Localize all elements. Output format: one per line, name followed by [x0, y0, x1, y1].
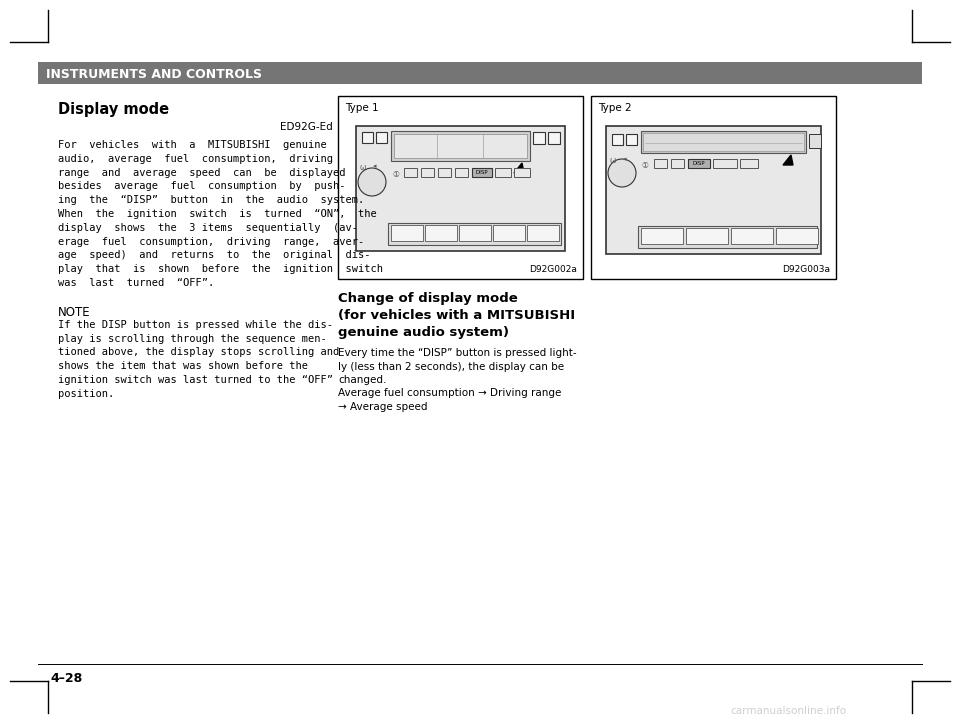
- Bar: [527, 225, 559, 241]
- Bar: [713, 159, 737, 168]
- Text: → Average speed: → Average speed: [338, 402, 427, 412]
- Bar: [514, 168, 530, 177]
- Text: range  and  average  speed  can  be  displayed: range and average speed can be displayed: [58, 168, 346, 178]
- Bar: [356, 126, 565, 251]
- Text: Display mode: Display mode: [58, 102, 169, 117]
- Bar: [654, 159, 667, 168]
- Bar: [731, 228, 773, 244]
- Text: ignition switch was last turned to the “OFF”: ignition switch was last turned to the “…: [58, 375, 333, 385]
- Bar: [438, 168, 451, 177]
- Polygon shape: [783, 155, 793, 165]
- Text: erage  fuel  consumption,  driving  range,  aver-: erage fuel consumption, driving range, a…: [58, 236, 364, 247]
- Polygon shape: [514, 163, 524, 173]
- Bar: [421, 168, 434, 177]
- Text: ω: ω: [360, 163, 367, 172]
- Bar: [388, 223, 561, 245]
- Bar: [459, 225, 491, 241]
- Text: Type 2: Type 2: [598, 103, 632, 113]
- Bar: [641, 131, 806, 153]
- Bar: [612, 134, 623, 145]
- Text: audio,  average  fuel  consumption,  driving: audio, average fuel consumption, driving: [58, 154, 333, 164]
- Text: ◂: ◂: [623, 156, 627, 162]
- Bar: [391, 225, 423, 241]
- Text: genuine audio system): genuine audio system): [338, 326, 509, 339]
- Bar: [686, 228, 728, 244]
- Text: changed.: changed.: [338, 375, 386, 385]
- Text: ①: ①: [641, 161, 648, 170]
- Text: D92G003a: D92G003a: [782, 265, 830, 274]
- Text: (for vehicles with a MITSUBISHI: (for vehicles with a MITSUBISHI: [338, 309, 575, 322]
- Bar: [495, 168, 511, 177]
- Bar: [809, 134, 821, 148]
- Bar: [641, 228, 683, 244]
- Text: play is scrolling through the sequence men-: play is scrolling through the sequence m…: [58, 333, 326, 343]
- Text: 4–28: 4–28: [50, 672, 83, 685]
- Bar: [472, 168, 492, 177]
- Text: When  the  ignition  switch  is  turned  “ON”,  the: When the ignition switch is turned “ON”,…: [58, 209, 376, 219]
- Text: DISP: DISP: [693, 161, 706, 166]
- Text: besides  average  fuel  consumption  by  push-: besides average fuel consumption by push…: [58, 181, 346, 192]
- Text: ◂: ◂: [373, 163, 376, 169]
- Text: Type 1: Type 1: [345, 103, 378, 113]
- Bar: [740, 159, 758, 168]
- Bar: [638, 226, 817, 248]
- Text: carmanualsonline.info: carmanualsonline.info: [730, 706, 846, 716]
- Bar: [338, 96, 583, 279]
- Bar: [391, 131, 530, 161]
- Text: Average fuel consumption → Driving range: Average fuel consumption → Driving range: [338, 388, 562, 398]
- Bar: [425, 225, 457, 241]
- Bar: [643, 133, 804, 151]
- Circle shape: [358, 168, 386, 196]
- Text: NOTE: NOTE: [58, 306, 90, 319]
- Bar: [376, 132, 387, 143]
- Text: ly (less than 2 seconds), the display can be: ly (less than 2 seconds), the display ca…: [338, 362, 564, 372]
- Bar: [626, 134, 637, 145]
- Bar: [455, 168, 468, 177]
- Text: age  speed)  and  returns  to  the  original  dis-: age speed) and returns to the original d…: [58, 250, 371, 260]
- Bar: [404, 168, 417, 177]
- Text: position.: position.: [58, 389, 114, 399]
- Bar: [606, 126, 821, 254]
- Circle shape: [608, 159, 636, 187]
- Bar: [548, 132, 560, 144]
- Text: D92G002a: D92G002a: [529, 265, 577, 274]
- Text: ①: ①: [392, 170, 398, 179]
- Text: ED92G-Ed: ED92G-Ed: [280, 122, 333, 132]
- Bar: [394, 134, 527, 158]
- Text: shows the item that was shown before the: shows the item that was shown before the: [58, 362, 308, 371]
- Text: Change of display mode: Change of display mode: [338, 292, 517, 305]
- Text: For  vehicles  with  a  MITSUBISHI  genuine: For vehicles with a MITSUBISHI genuine: [58, 140, 326, 150]
- Bar: [776, 228, 818, 244]
- Bar: [493, 225, 525, 241]
- Bar: [38, 62, 922, 84]
- Bar: [671, 159, 684, 168]
- Bar: [591, 96, 836, 279]
- Text: DISP: DISP: [476, 170, 489, 175]
- Text: tioned above, the display stops scrolling and: tioned above, the display stops scrollin…: [58, 347, 339, 357]
- Text: If the DISP button is pressed while the dis-: If the DISP button is pressed while the …: [58, 320, 333, 330]
- Text: INSTRUMENTS AND CONTROLS: INSTRUMENTS AND CONTROLS: [46, 69, 262, 82]
- Text: ω: ω: [610, 156, 616, 165]
- Text: play  that  is  shown  before  the  ignition  switch: play that is shown before the ignition s…: [58, 264, 383, 274]
- Bar: [688, 159, 710, 168]
- Bar: [533, 132, 545, 144]
- Bar: [362, 132, 373, 143]
- Text: Every time the “DISP” button is pressed light-: Every time the “DISP” button is pressed …: [338, 348, 577, 358]
- Text: ing  the  “DISP”  button  in  the  audio  system.: ing the “DISP” button in the audio syste…: [58, 195, 364, 205]
- Text: was  last  turned  “OFF”.: was last turned “OFF”.: [58, 278, 214, 288]
- Text: display  shows  the  3 items  sequentially  (av-: display shows the 3 items sequentially (…: [58, 223, 358, 233]
